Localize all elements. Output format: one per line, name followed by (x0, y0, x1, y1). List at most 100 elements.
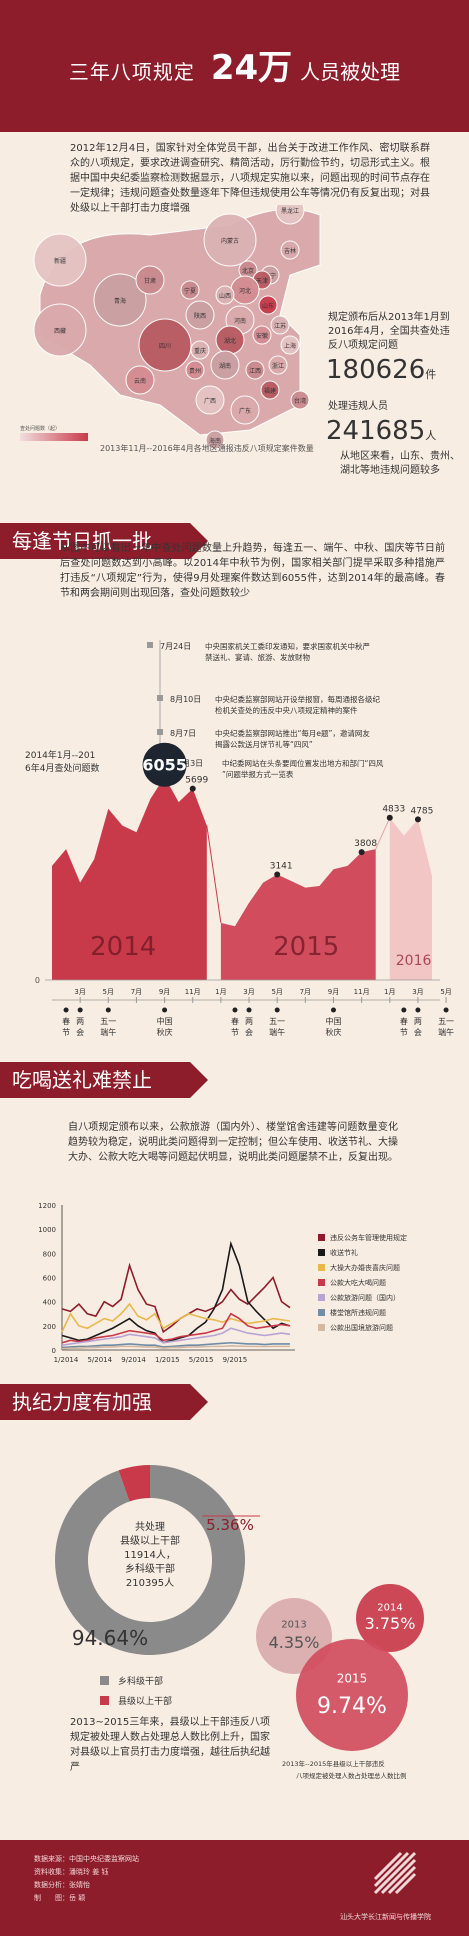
monthly-area-chart: 7月24日 中央国家机关工委印发通知，要求国家机关中秋严禁送礼、宴请、旅游、发放财… (25, 640, 454, 1037)
province: 内蒙古 (203, 213, 257, 267)
section3-text: 2013~2015三年来，县级以上干部违反八项规定被处理人数占处理总人数比例上升… (70, 1717, 270, 1773)
stat2-value: 241685人 (326, 416, 436, 446)
province: 上海 (280, 335, 300, 355)
svg-text:会: 会 (245, 1027, 253, 1037)
province: 台湾 (290, 390, 310, 410)
svg-text:端午: 端午 (100, 1027, 116, 1037)
footer-design: 制 图：岳 颖 (34, 1894, 86, 1902)
x-tick: 5月 (271, 988, 282, 996)
event-text: 揭露公款送月饼节礼等“四风” (215, 739, 313, 749)
province: 重庆 (190, 340, 210, 360)
bubble-value: 3.75% (365, 1614, 416, 1633)
svg-text:湖南: 湖南 (219, 362, 231, 370)
svg-text:吉林: 吉林 (284, 247, 296, 255)
holiday-label: 两会 (245, 1007, 253, 1037)
legend-label: 乡科级干部 (118, 1675, 163, 1687)
event-text: 禁送礼、宴请、旅游、发放财物 (205, 652, 310, 662)
pie-center-text: 11914人， (124, 1549, 176, 1561)
province: 云南 (125, 365, 155, 395)
legend-swatch (318, 1279, 325, 1286)
legend-swatch (100, 1676, 109, 1685)
province: 江西 (245, 360, 265, 380)
series-line (61, 1312, 291, 1344)
x-tick: 1/2015 (155, 1356, 180, 1364)
svg-text:春: 春 (62, 1016, 70, 1026)
svg-text:青海: 青海 (114, 297, 126, 305)
stat1-unit: 件 (425, 368, 437, 381)
province: 江苏 (270, 315, 290, 335)
area-segment-2014 (52, 776, 207, 980)
legend-label: 违反公务车管理使用规定 (330, 1233, 407, 1242)
x-tick: 11月 (185, 988, 201, 996)
svg-text:湖北: 湖北 (224, 337, 236, 345)
province: 福建 (260, 380, 280, 400)
event-date: 7月24日 (160, 642, 191, 651)
data-point: 3141 (270, 862, 293, 878)
legend-swatch (318, 1324, 325, 1331)
svg-text:安徽: 安徽 (256, 332, 268, 340)
section3-heading: 执纪力度有加强 (0, 1384, 208, 1420)
title-number: 24万 (210, 48, 293, 88)
holiday-label: 春节 (400, 1007, 408, 1037)
school-logo (373, 1851, 417, 1895)
data-point: 4785 (410, 806, 433, 823)
data-label: 5699 (185, 776, 208, 786)
legend-label: 楼堂馆所违规问题 (330, 1308, 386, 1317)
x-tick: 5/2015 (189, 1356, 214, 1364)
footer-org: 汕头大学长江新闻与传播学院 (340, 1913, 431, 1921)
svg-text:两: 两 (76, 1017, 84, 1026)
svg-text:端午: 端午 (269, 1027, 285, 1037)
svg-text:黑龙江: 黑龙江 (281, 207, 299, 215)
legend-label: 公款出国境旅游问题 (330, 1323, 393, 1332)
pie-label-major: 94.64% (72, 1626, 148, 1650)
legend-swatch (318, 1264, 325, 1271)
province: 湖北 (215, 325, 245, 355)
pie-slice (55, 1465, 245, 1655)
data-label: 4785 (410, 806, 433, 816)
svg-text:台湾: 台湾 (294, 397, 306, 405)
stat1-number: 180626 (326, 355, 426, 385)
province: 广西 (195, 385, 225, 415)
bubble-value: 9.74% (317, 1694, 387, 1719)
svg-text:江苏: 江苏 (274, 322, 286, 330)
province: 山西 (215, 285, 235, 305)
pie-center-text: 共处理 (135, 1521, 165, 1533)
y-tick: 0 (35, 976, 40, 985)
province: 海南 (205, 430, 225, 450)
y-tick: 1200 (38, 1202, 56, 1210)
y-tick: 200 (43, 1323, 56, 1331)
x-tick: 5月 (103, 988, 114, 996)
province: 湖南 (210, 350, 240, 380)
svg-text:会: 会 (76, 1027, 84, 1037)
data-label: 3808 (354, 839, 377, 849)
svg-text:河南: 河南 (234, 317, 246, 325)
series-line (61, 1344, 290, 1350)
svg-text:节: 节 (62, 1028, 70, 1037)
svg-text:中国: 中国 (325, 1016, 341, 1026)
svg-text:云南: 云南 (134, 377, 146, 385)
year-label: 2015 (273, 932, 339, 962)
bubble-value: 4.35% (269, 1633, 320, 1652)
svg-text:春: 春 (400, 1016, 408, 1026)
x-tick: 3月 (243, 988, 254, 996)
pie-label-minor: 5.36% (206, 1516, 254, 1534)
legend-label: 公款旅游问题（国内） (330, 1293, 400, 1302)
footer-source: 数据来源：中国中央纪委监察网站 (34, 1855, 139, 1863)
svg-text:贵州: 贵州 (189, 367, 201, 375)
x-tick: 9月 (159, 988, 170, 996)
svg-text:两: 两 (245, 1017, 253, 1026)
svg-text:节: 节 (231, 1028, 239, 1037)
svg-text:甘肃: 甘肃 (144, 277, 156, 285)
bubble-2015: 2015 9.74% (296, 1639, 408, 1751)
pie-center-text: 县级以上干部 (120, 1534, 180, 1547)
legend-swatch (318, 1234, 325, 1241)
section2-text: 自八项规定颁布以来，公款旅游（国内外）、楼堂馆舍违建等问题数量变化趋势较为稳定，… (68, 1122, 398, 1163)
svg-text:天津: 天津 (256, 278, 268, 285)
map-caption: 2013年11月--2016年4月各地区通报违反八项规定案件数量 (100, 444, 314, 453)
pie-slice (118, 1465, 150, 1502)
province: 黑龙江 (275, 205, 305, 225)
year-label: 2014 (90, 932, 156, 962)
province: 吉林 (280, 240, 300, 260)
